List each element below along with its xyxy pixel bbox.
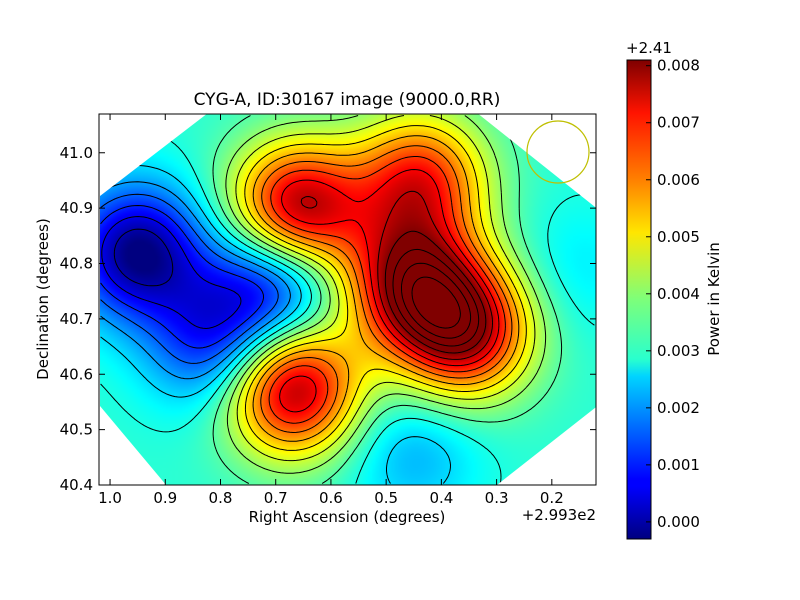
colorbar-offset-label: +2.41 (626, 39, 672, 57)
y-tick-label: 40.6 (60, 365, 93, 383)
colorbar-tick-label: 0.001 (657, 456, 700, 474)
contour-lines (100, 115, 595, 484)
contour-line (100, 193, 279, 364)
x-axis-label: Right Ascension (degrees) (249, 508, 446, 526)
y-tick-label: 41.0 (60, 144, 93, 162)
x-tick-label: 0.6 (319, 489, 343, 507)
contour-line (392, 248, 480, 347)
contour-line (384, 230, 487, 354)
plot-frame (98, 113, 597, 486)
contour-line (401, 262, 472, 339)
x-tick-label: 1.0 (98, 489, 122, 507)
heatmap-image (100, 114, 596, 485)
contour-line (252, 135, 520, 442)
contour-line (235, 115, 536, 462)
colorbar-tick-label: 0.007 (657, 114, 700, 132)
x-tick-label: 0.7 (264, 489, 288, 507)
x-tick-label: 0.5 (374, 489, 398, 507)
colorbar (626, 59, 652, 540)
contour-line (100, 205, 264, 349)
x-tick-label: 0.9 (153, 489, 177, 507)
contour-line (279, 169, 500, 413)
contour-line (113, 228, 174, 287)
colorbar-tick-label: 0.004 (657, 285, 700, 303)
y-tick-label: 40.7 (60, 310, 93, 328)
x-axis: 1.0 0.9 0.8 0.7 0.6 0.5 0.4 0.3 0.2 (98, 114, 564, 507)
colorbar-tick-label: 0.003 (657, 342, 700, 360)
x-tick-label: 0.2 (540, 489, 564, 507)
x-tick-label: 0.3 (485, 489, 509, 507)
contour-line (225, 115, 547, 474)
colorbar-tick-label: 0.006 (657, 171, 700, 189)
contour-line (100, 181, 291, 380)
y-axis-label: Declination (degrees) (34, 218, 52, 380)
y-tick-label: 40.8 (60, 255, 93, 273)
y-tick-label: 40.5 (60, 421, 93, 439)
contour-line (268, 156, 506, 424)
colorbar-tick-label: 0.002 (657, 399, 700, 417)
x-offset-label: +2.993e2 (522, 506, 596, 524)
contour-line (260, 145, 513, 433)
colorbar-tick-label: 0.005 (657, 228, 700, 246)
colorbar-tick-label: 0.000 (657, 513, 700, 531)
contour-line (300, 190, 493, 360)
y-tick-label: 40.4 (60, 476, 93, 494)
beam-circle (526, 120, 590, 184)
colorbar-tick-label: 0.008 (657, 57, 700, 75)
contour-line (212, 115, 563, 484)
x-tick-label: 0.8 (209, 489, 233, 507)
contour-line (244, 125, 527, 451)
y-tick-label: 40.9 (60, 199, 93, 217)
x-tick-label: 0.4 (429, 489, 453, 507)
contour-line (101, 216, 242, 329)
contour-line (411, 276, 461, 329)
y-axis: 40.4 40.5 40.6 40.7 40.8 40.9 41.0 (60, 144, 596, 494)
chart-title: CYG-A, ID:30167 image (9000.0,RR) (194, 90, 501, 110)
colorbar-ticks: 0.000 0.001 0.002 0.003 0.004 0.005 0.006 0.007… (646, 57, 700, 531)
colorbar-label: Power in Kelvin (705, 242, 723, 356)
